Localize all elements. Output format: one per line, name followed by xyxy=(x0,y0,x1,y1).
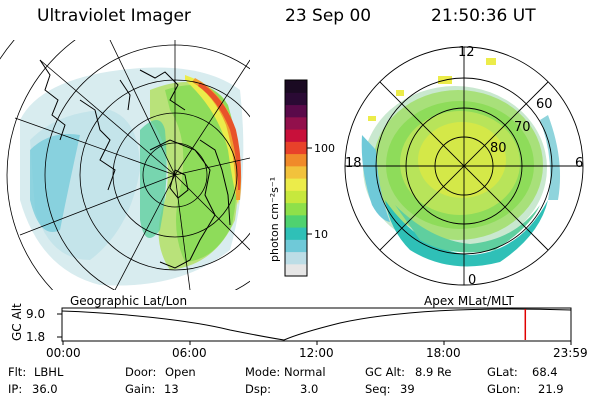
altitude-axis-label: GC Alt xyxy=(10,303,24,341)
color-scale-segment xyxy=(285,116,307,130)
info-gain-key: Gain: xyxy=(125,382,156,396)
time-tick-1200: 12:00 xyxy=(299,346,334,360)
info-mode-key: Mode: xyxy=(245,365,281,379)
altitude-curve xyxy=(61,308,572,341)
info-seq-key: Seq: xyxy=(365,382,391,396)
info-gain-value: 13 xyxy=(164,382,179,396)
info-door-key: Door: xyxy=(125,365,157,379)
mlt-label-18: 18 xyxy=(345,156,362,171)
color-scale-segment xyxy=(285,141,307,155)
info-flt-key: Flt: xyxy=(8,365,27,379)
altitude-tick-9: 9.0 xyxy=(26,307,46,321)
info-glat-value: 68.4 xyxy=(532,365,558,379)
polar-grid xyxy=(344,46,584,286)
info-ip-key: IP: xyxy=(8,382,23,396)
left-panel-caption: Geographic Lat/Lon xyxy=(70,294,188,308)
color-scale-segment xyxy=(285,190,307,204)
colorbar-tick-10: 10 xyxy=(314,228,328,241)
color-scale-segment xyxy=(285,227,307,240)
mlat-label-80: 80 xyxy=(490,141,507,156)
color-scale-segment xyxy=(285,165,307,179)
color-scale-bar xyxy=(285,80,307,277)
info-door-value: Open xyxy=(165,365,196,379)
info-dsp-value: 3.0 xyxy=(300,382,319,396)
mlt-label-0: 0 xyxy=(468,273,477,288)
date-label: 23 Sep 00 xyxy=(285,6,372,26)
info-ip-value: 36.0 xyxy=(32,382,58,396)
color-scale-frame xyxy=(284,79,308,277)
info-dsp-key: Dsp: xyxy=(245,382,272,396)
right-panel-caption: Apex MLat/MLT xyxy=(424,294,514,308)
info-gcalt-key: GC Alt: xyxy=(365,365,406,379)
color-scale-segment xyxy=(285,239,307,253)
info-mode-value: Normal xyxy=(284,365,326,379)
color-scale-segment xyxy=(285,263,307,277)
color-scale-segment xyxy=(285,178,307,191)
instrument-title: Ultraviolet Imager xyxy=(37,6,191,26)
info-glat-key: GLat: xyxy=(487,365,518,379)
time-tick-0600: 06:00 xyxy=(172,346,207,360)
info-gcalt-value: 8.9 Re xyxy=(415,365,452,379)
color-scale-segment xyxy=(285,214,307,228)
color-scale-segment xyxy=(285,92,307,106)
geographic-image xyxy=(0,40,250,290)
color-scale-segment xyxy=(285,80,307,93)
mlat-label-70: 70 xyxy=(514,120,531,135)
altitude-plot-frame xyxy=(61,307,572,342)
mlat-label-60: 60 xyxy=(536,97,553,112)
color-scale-segment xyxy=(285,153,307,167)
altitude-tick-1-8: 1.8 xyxy=(26,330,46,344)
time-tick-2359: 23:59 xyxy=(553,346,588,360)
color-scale-segment xyxy=(285,251,307,265)
color-scale-segment xyxy=(285,129,307,142)
info-glon-value: 21.9 xyxy=(538,382,564,396)
mlt-label-6: 6 xyxy=(575,156,584,171)
colorbar-tick-100: 100 xyxy=(314,142,335,155)
time-tick-1800: 18:00 xyxy=(426,346,461,360)
color-scale-segment xyxy=(285,104,307,118)
info-seq-value: 39 xyxy=(400,382,415,396)
time-tick-0000: 00:00 xyxy=(46,346,81,360)
mlt-label-12: 12 xyxy=(458,45,475,60)
color-scale-segment xyxy=(285,202,307,216)
colorbar-unit-label: photon cm⁻²s⁻¹ xyxy=(268,176,281,262)
info-flt-value: LBHL xyxy=(34,365,64,379)
info-glon-key: GLon: xyxy=(487,382,521,396)
time-label: 21:50:36 UT xyxy=(431,6,536,26)
